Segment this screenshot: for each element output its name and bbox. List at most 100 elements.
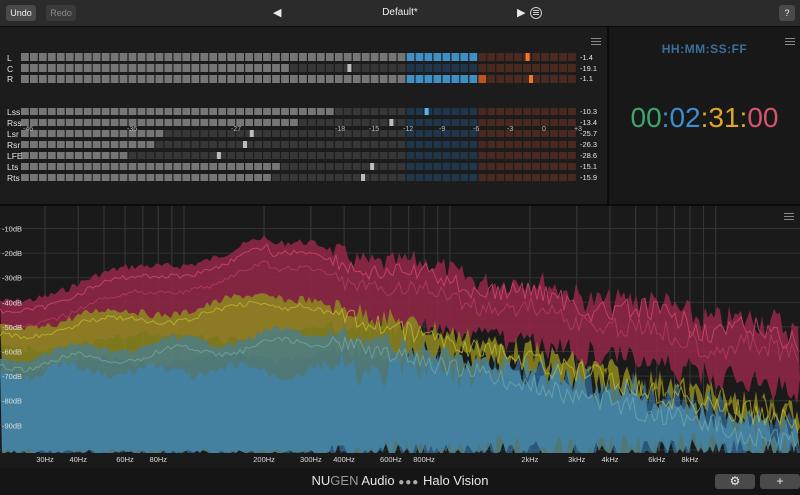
meter-rsr bbox=[21, 141, 576, 148]
freq-label: 400Hz bbox=[333, 455, 355, 464]
meter-rts bbox=[21, 174, 576, 181]
settings-button[interactable]: ⚙ bbox=[715, 474, 755, 489]
timecode-minutes: 02 bbox=[669, 102, 701, 133]
scale-tick: -27 bbox=[231, 126, 242, 133]
brand-gen: GEN bbox=[330, 473, 359, 488]
meter-lss bbox=[21, 108, 576, 115]
product-name: Halo Vision bbox=[419, 473, 489, 488]
channel-label-lts: Lts bbox=[7, 162, 19, 172]
channel-label-rsr: Rsr bbox=[7, 140, 21, 150]
panel-divider bbox=[0, 204, 800, 206]
meter-c bbox=[21, 64, 576, 72]
channel-value-r: -1.1 bbox=[580, 74, 593, 83]
freq-label: 60Hz bbox=[116, 455, 134, 464]
meter-lfe bbox=[21, 152, 576, 159]
meter-r bbox=[21, 75, 576, 83]
scale-tick: -15 bbox=[369, 126, 380, 133]
db-label: -30dB bbox=[2, 274, 22, 283]
channel-label-lfe: LFE bbox=[7, 151, 23, 161]
timecode-separator: : bbox=[661, 102, 670, 133]
freq-label: 600Hz bbox=[380, 455, 402, 464]
channel-value-rts: -15.9 bbox=[580, 173, 598, 182]
redo-button[interactable]: Redo bbox=[46, 5, 76, 21]
brand-dots: ●●● bbox=[398, 477, 420, 488]
meter-rss bbox=[21, 119, 576, 126]
gear-icon: ⚙ bbox=[729, 474, 741, 488]
freq-label: 800Hz bbox=[413, 455, 435, 464]
scale-tick: -12 bbox=[403, 126, 414, 133]
db-label: -40dB bbox=[2, 298, 22, 307]
freq-label: 8kHz bbox=[681, 455, 698, 464]
channel-value-l: -1.4 bbox=[580, 53, 593, 62]
footer-bar bbox=[0, 468, 800, 495]
channel-label-c: C bbox=[7, 64, 14, 74]
preset-name[interactable]: Default* bbox=[382, 7, 418, 18]
scale-tick: -3 bbox=[507, 126, 514, 133]
meter-bars bbox=[21, 53, 576, 181]
scale-tick: +3 bbox=[574, 126, 582, 133]
db-label: -70dB bbox=[2, 372, 22, 381]
channel-value-rss: -13.4 bbox=[580, 118, 598, 127]
freq-label: 3kHz bbox=[568, 455, 585, 464]
freq-label: 2kHz bbox=[521, 455, 538, 464]
timecode-format: HH:MM:SS:FF bbox=[661, 42, 748, 56]
freq-label: 4kHz bbox=[601, 455, 618, 464]
timecode-menu-icon[interactable] bbox=[785, 38, 795, 46]
timecode-display: 00:02:31:00 bbox=[609, 101, 800, 135]
scale-tick: -46 bbox=[23, 126, 34, 133]
spectrum-plot: -10dB -20dB -30dB -40dB -50dB -60dB -70dB -80dB… bbox=[0, 206, 800, 468]
scale-tick: -18 bbox=[335, 126, 346, 133]
timecode-panel bbox=[609, 27, 800, 204]
preset-list-icon[interactable] bbox=[530, 7, 542, 19]
add-button[interactable]: + bbox=[760, 474, 800, 489]
freq-label: 300Hz bbox=[300, 455, 322, 464]
meter-lsr bbox=[21, 130, 576, 137]
db-label: -50dB bbox=[2, 323, 22, 332]
channel-value-rsr: -26.3 bbox=[580, 140, 598, 149]
brand-logo: NUGEN Audio ●●● Halo Vision bbox=[0, 473, 800, 491]
plus-icon: + bbox=[776, 474, 784, 488]
channel-value-lfe: -28.6 bbox=[580, 151, 598, 160]
brand-audio: Audio bbox=[358, 473, 399, 488]
db-label: -90dB bbox=[2, 421, 22, 430]
timecode-frames: 00 bbox=[747, 102, 779, 133]
scale-tick: -9 bbox=[439, 126, 446, 133]
channel-value-lsr: -25.7 bbox=[580, 129, 598, 138]
channel-label-lsr: Lsr bbox=[7, 129, 19, 139]
db-label: -80dB bbox=[2, 397, 22, 406]
scale-tick: 0 bbox=[542, 126, 546, 133]
channel-label-l: L bbox=[7, 53, 12, 63]
db-label: -20dB bbox=[2, 249, 22, 258]
scale-tick: -36 bbox=[127, 126, 138, 133]
timecode-separator: : bbox=[739, 102, 748, 133]
help-button[interactable]: ? bbox=[779, 5, 795, 21]
channel-value-lss: -10.3 bbox=[580, 107, 598, 116]
channel-value-c: -19.1 bbox=[580, 64, 598, 73]
toolbar: Undo Redo ◀ Default* ▶ ? bbox=[0, 0, 800, 27]
spectrum-analyzer: -10dB -20dB -30dB -40dB -50dB -60dB -70dB -80dB… bbox=[0, 206, 800, 468]
channel-label-lss: Lss bbox=[7, 107, 21, 117]
channel-meters-panel: L C R -1.4 -19.1 -1.1 -46 -36 -27 -18 -1… bbox=[0, 27, 607, 204]
spectrum-menu-icon[interactable] bbox=[784, 213, 794, 221]
db-label: -10dB bbox=[2, 225, 22, 234]
db-label: -60dB bbox=[2, 348, 22, 357]
timecode-hours: 00 bbox=[630, 102, 662, 133]
timecode-seconds: 31 bbox=[708, 102, 740, 133]
channel-label-rss: Rss bbox=[7, 118, 22, 128]
freq-label: 40Hz bbox=[69, 455, 87, 464]
timecode-separator: : bbox=[700, 102, 709, 133]
freq-label: 80Hz bbox=[150, 455, 168, 464]
freq-label: 30Hz bbox=[36, 455, 54, 464]
channel-value-lts: -15.1 bbox=[580, 162, 598, 171]
freq-label: 200Hz bbox=[253, 455, 275, 464]
meters-menu-icon[interactable] bbox=[591, 38, 601, 46]
undo-button[interactable]: Undo bbox=[6, 5, 36, 21]
channel-label-r: R bbox=[7, 74, 14, 84]
brand-nu: NU bbox=[311, 473, 331, 488]
panel-divider bbox=[607, 27, 609, 204]
freq-label: 6kHz bbox=[648, 455, 665, 464]
next-preset-icon[interactable]: ▶ bbox=[517, 7, 526, 19]
meter-l bbox=[21, 53, 576, 61]
previous-preset-icon[interactable]: ◀ bbox=[273, 7, 282, 19]
channel-label-rts: Rts bbox=[7, 173, 20, 183]
